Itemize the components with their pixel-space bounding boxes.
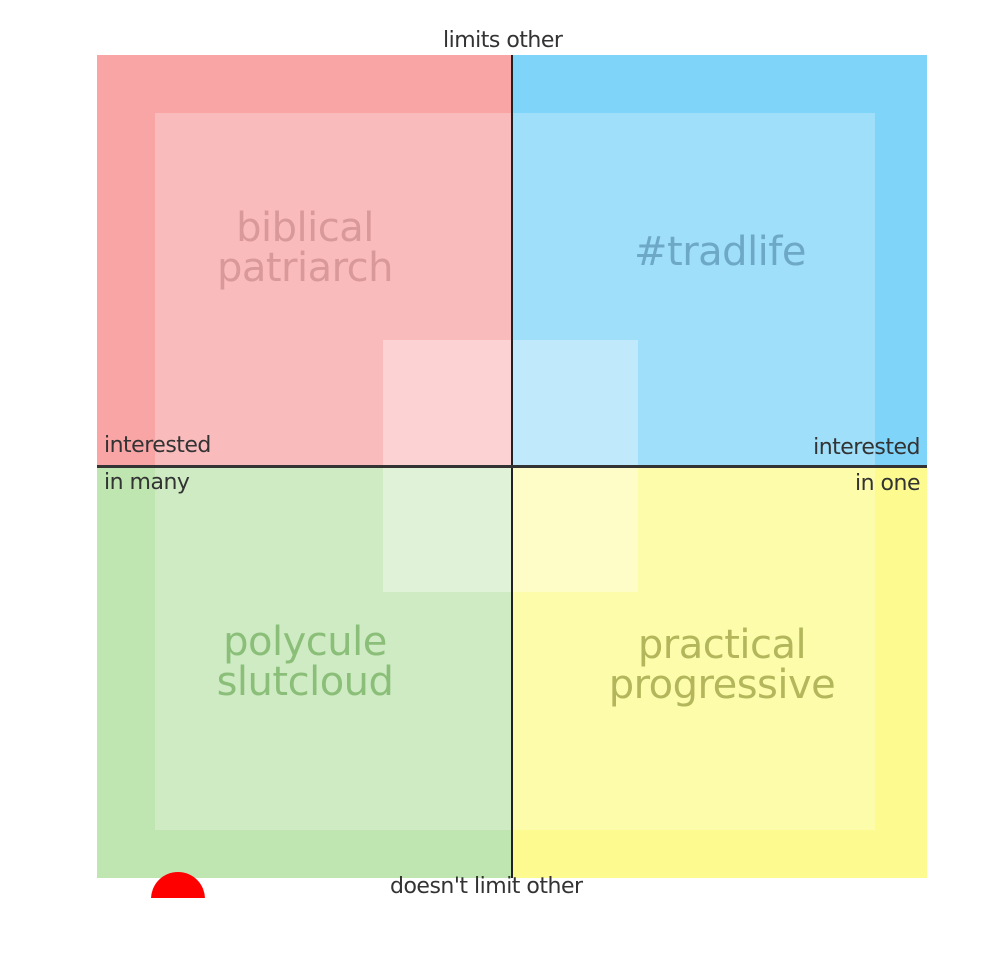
label-bottom-right: practical progressive [572,625,872,705]
label-line: progressive [608,662,836,708]
label-bottom-left: polycule slutcloud [155,622,455,702]
axis-label-bottom: doesn't limit other [390,874,583,899]
horizontal-axis [97,465,927,468]
axis-label-right-1: interested [813,435,920,460]
inner-overlay [155,113,875,830]
label-line: slutcloud [216,659,394,705]
axis-label-left-2: in many [104,470,190,495]
axis-label-right-2: in one [855,471,921,496]
axis-label-left-1: interested [104,433,211,458]
quadrant-bottom-right [512,467,927,878]
quadrant-top-left [97,55,512,467]
quadrant-top-right [512,55,927,467]
axis-label-top: limits other [443,28,563,53]
red-marker-dot [151,872,205,898]
label-line: polycule [223,619,387,665]
quadrant-bottom-left [97,467,512,878]
label-line: biblical [236,205,374,251]
label-line: #tradlife [634,229,806,275]
label-top-right: #tradlife [570,232,870,272]
label-line: patriarch [216,245,394,291]
label-top-left: biblical patriarch [155,208,455,288]
label-line: practical [637,622,807,668]
